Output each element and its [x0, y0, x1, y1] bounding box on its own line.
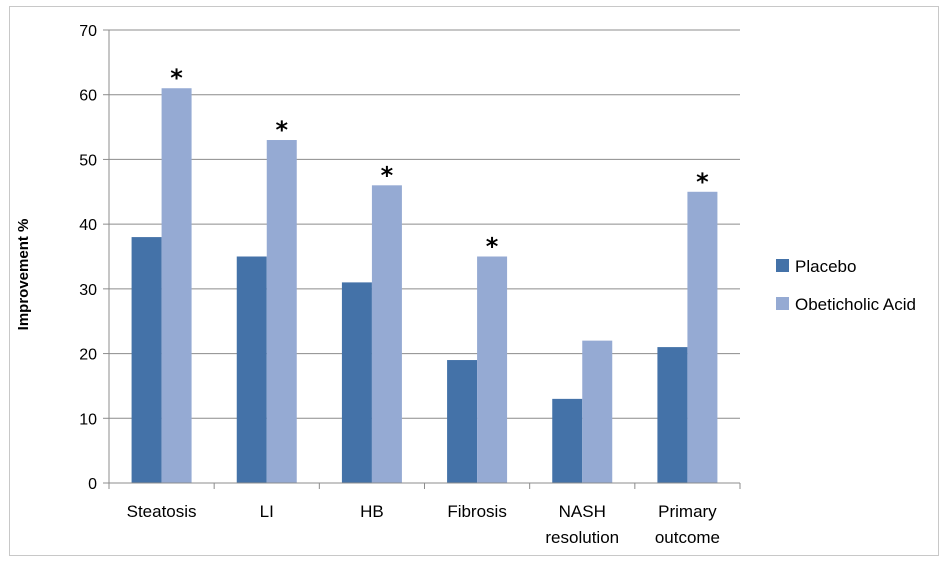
- x-category-label: HB: [360, 502, 384, 521]
- bar-obeticholic-acid: [371, 185, 402, 484]
- y-tick-label: 40: [79, 217, 97, 234]
- bar-placebo: [341, 282, 372, 483]
- y-tick-label: 70: [79, 23, 97, 40]
- y-tick-label: 60: [79, 88, 97, 105]
- y-tick-label: 30: [79, 282, 97, 299]
- x-category-label: Primary: [658, 502, 717, 521]
- bar-obeticholic-acid: [266, 140, 297, 483]
- bar-placebo: [552, 398, 583, 483]
- significance-star: *: [486, 233, 499, 261]
- legend-label: Obeticholic Acid: [795, 295, 916, 314]
- bar-placebo: [447, 360, 478, 483]
- x-category-label: resolution: [545, 528, 619, 547]
- bar-obeticholic-acid: [582, 340, 613, 483]
- bar-placebo: [236, 256, 267, 483]
- y-tick-label: 20: [79, 347, 97, 364]
- significance-star: *: [170, 64, 183, 92]
- significance-star: *: [381, 161, 394, 189]
- x-category-label: NASH: [559, 502, 606, 521]
- x-category-label: Steatosis: [127, 502, 197, 521]
- bar-placebo: [657, 347, 688, 483]
- y-tick-labels: 0 10 20 30 40 50 60 70: [79, 23, 97, 493]
- x-category-label: LI: [260, 502, 274, 521]
- x-category-label: Fibrosis: [447, 502, 507, 521]
- bar-placebo: [131, 237, 162, 483]
- bar-obeticholic-acid: [161, 88, 192, 483]
- significance-star: *: [696, 168, 709, 196]
- significance-markers: * * * * *: [170, 64, 709, 260]
- y-tick-label: 0: [88, 476, 97, 493]
- gridlines: [109, 29, 740, 419]
- bar-obeticholic-acid: [477, 256, 508, 483]
- legend: Placebo Obeticholic Acid: [776, 257, 916, 314]
- x-category-labels: Steatosis LI HB Fibrosis NASH resolution Prima…: [127, 502, 720, 547]
- bars: [131, 88, 718, 484]
- legend-swatch: [776, 259, 789, 272]
- axes: [103, 29, 741, 489]
- legend-swatch: [776, 297, 789, 310]
- x-category-label: outcome: [655, 528, 720, 547]
- y-tick-label: 10: [79, 411, 97, 428]
- y-axis-label: Improvement %: [15, 219, 32, 331]
- significance-star: *: [275, 116, 288, 144]
- y-tick-label: 50: [79, 152, 97, 169]
- bar-obeticholic-acid: [687, 191, 718, 484]
- legend-label: Placebo: [795, 257, 856, 276]
